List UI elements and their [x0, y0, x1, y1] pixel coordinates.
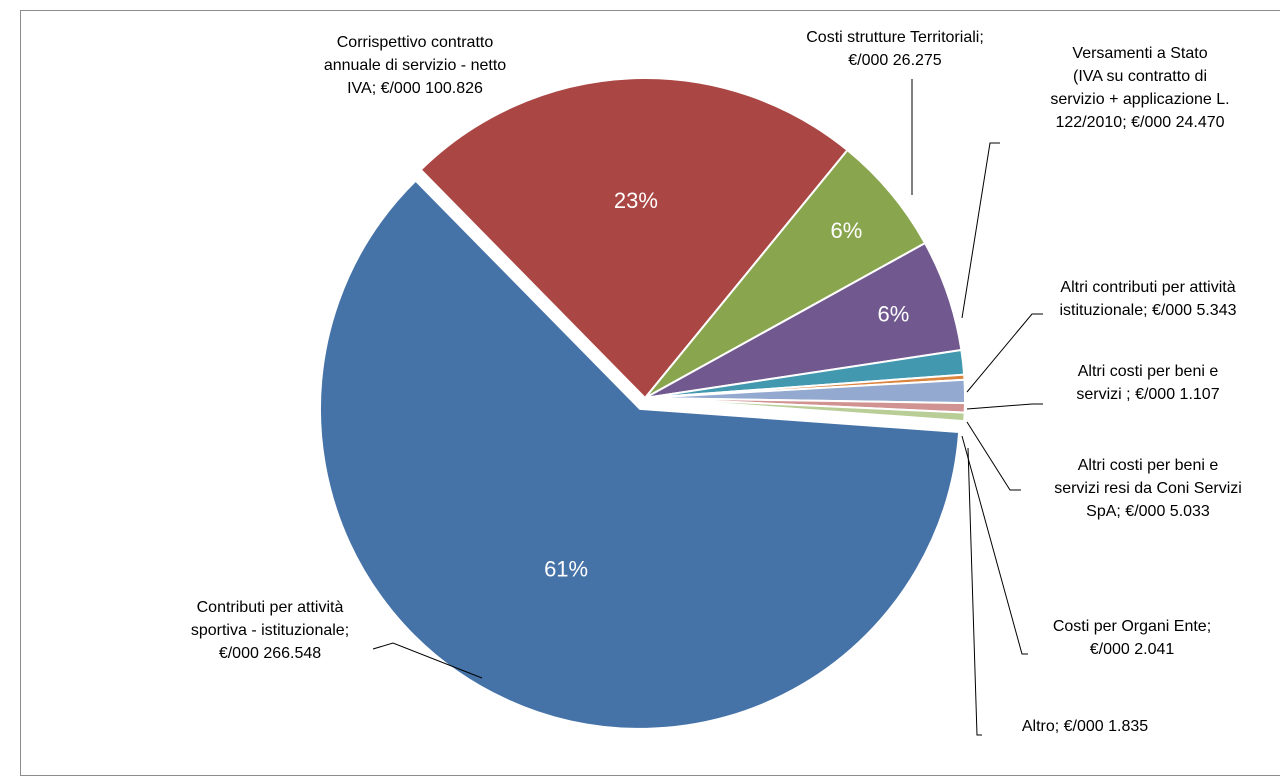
leader-line — [372, 642, 483, 679]
pie-slice — [644, 397, 966, 423]
pie-slice — [318, 179, 961, 730]
slice-callout-label: Altri contributi per attività istituziona… — [1059, 279, 1236, 319]
slices-layer — [318, 77, 966, 730]
pie-slice-percent-label: 61% — [544, 557, 588, 582]
slice-callout-label: Costi strutture Territoriali; €/000 26.27… — [806, 29, 984, 69]
leader-line — [961, 435, 1028, 655]
pie-slice-percent-label: 23% — [614, 188, 658, 213]
pie-slice — [644, 148, 927, 399]
leader-line — [966, 313, 1043, 393]
leader-line — [961, 142, 1000, 319]
slice-callout-label: Costi per Organi Ente; €/000 2.041 — [1053, 618, 1211, 658]
slice-callout-label: Altri costi per beni e servizi ; €/000 1.… — [1076, 363, 1219, 403]
slice-callout-label: Contributi per attività sportiva - istitu… — [191, 599, 349, 662]
slice-callout-label: Corrispettivo contratto annuale di serviz… — [324, 34, 506, 97]
slice-callout-label: Altri costi per beni e servizi resi da Co… — [1054, 457, 1242, 520]
leader-line — [967, 447, 982, 736]
slice-callout-label: Altro; €/000 1.835 — [1022, 718, 1148, 735]
slice-callout-label: Versamenti a Stato (IVA su contratto di se… — [1050, 45, 1229, 131]
pie-slice — [419, 77, 849, 400]
percent-labels-layer: 61% 23% 6% 6% — [544, 188, 909, 582]
leader-line — [966, 421, 1021, 491]
leader-line — [966, 403, 1043, 410]
pie-slice-percent-label: 6% — [831, 218, 863, 243]
callout-labels-layer: Contributi per attività sportiva - istitu… — [191, 29, 1242, 735]
pie-slice-percent-label: 6% — [878, 302, 910, 327]
leader-lines-layer — [372, 79, 1043, 736]
